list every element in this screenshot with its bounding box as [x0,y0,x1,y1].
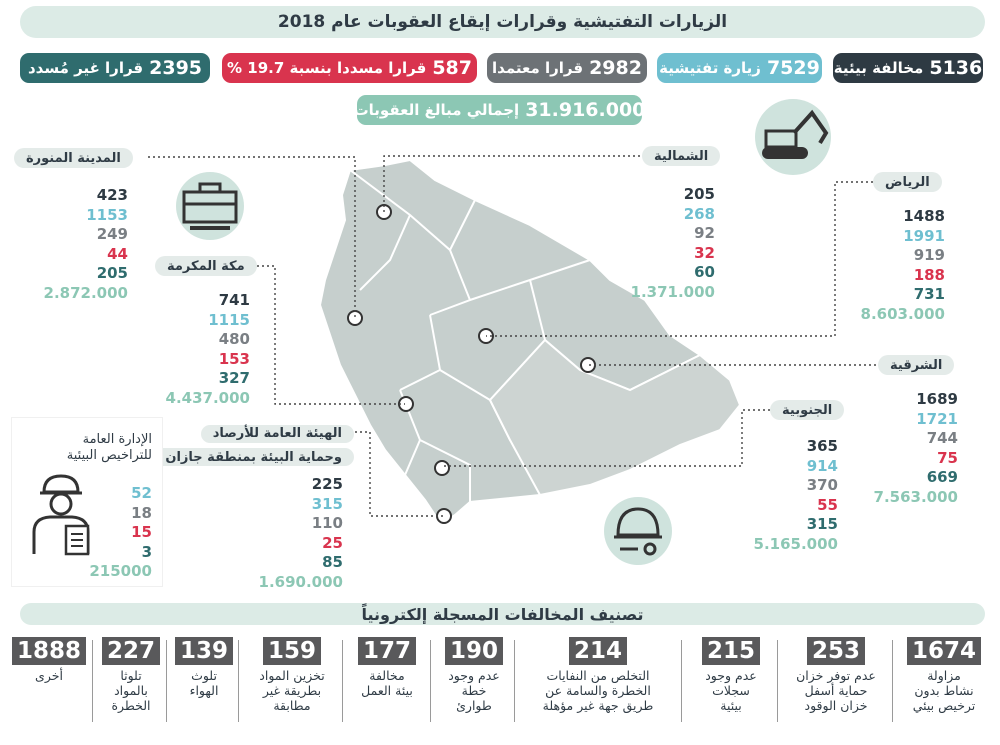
category-9: 227 تلوثا بالمواد الخطرة [98,637,164,713]
page-title: الزيارات التفتيشية وقرارات إيقاع العقوبا… [20,6,985,38]
connector-lines [148,155,893,517]
stats-southern: 365 914 370 55 315 5.165.000 [753,437,838,553]
licenses-panel: الإدارة العامة للتراخيص البيئية 52 18 15 3 … [12,418,162,586]
stats-eastern: 1689 1721 744 75 669 7.563.000 [873,390,958,506]
category-7: 159 تخزين المواد بطريقة غير مطابقة [259,637,325,713]
separator [430,640,431,722]
category-3: 215 عدم وجود سجلات بيئية [688,637,774,713]
separator [681,640,682,722]
category-8: 139 تلوث الهواء [172,637,236,698]
helmet-tools-icon [604,497,672,565]
separator [238,640,239,722]
category-1: 1674 مزاولة نشاط بدون ترخيص بيئي [898,637,990,713]
category-4: 214 التخلص من النفايات الخطرة والسامة عن ط… [542,637,654,713]
stat-visits: 7529 زيارة تفتيشية [657,53,822,83]
stats-riyadh: 1488 1991 919 188 731 8.603.000 [860,207,945,323]
region-label-eastern: الشرقية [878,355,955,375]
marker-southern [434,460,450,476]
stat-approved: 2982 قرارا معتمدا [487,53,647,83]
stat-violations: 5136 مخالفة بيئية [833,53,983,83]
separator [777,640,778,722]
licenses-stats: 52 18 15 3 215000 [89,484,152,580]
separator [892,640,893,722]
region-label-southern: الجنوبية [770,400,845,420]
region-label-madinah: المدينة المنورة [14,148,133,168]
toolbox-icon [176,172,244,240]
region-label-jazan: الهيئة العامة للأرصاد وحماية البيئة بمنط… [153,422,354,466]
licenses-title: الإدارة العامة للتراخيص البيئية [66,432,152,463]
engineer-icon [32,474,90,556]
stat-unpaid: 2395 قرارا غير مُسدد [20,53,210,83]
stats-jazan: 225 315 110 25 85 1.690.000 [258,475,343,591]
category-6: 177 مخالفة بيئة العمل [348,637,426,698]
stats-makkah: 741 1115 480 153 327 4.437.000 [165,291,250,407]
saudi-map [318,158,742,527]
stat-paid: 587 قرارا مسددا بنسبة 19.7 % [222,53,477,83]
region-label-northern: الشمالية [642,146,721,166]
category-5: 190 عدم وجود خطة طوارئ [436,637,512,713]
category-10: 1888 أخرى [8,637,90,683]
region-label-makkah: مكة المكرمة [155,256,257,276]
total-fines: 31.916.000 إجمالي مبالغ العقوبات [354,95,645,125]
stats-northern: 205 268 92 32 60 1.371.000 [630,185,715,301]
separator [92,640,93,722]
excavator-icon [755,99,831,175]
section-title-bar: تصنيف المخالفات المسجلة إلكترونياً [20,603,985,625]
region-label-riyadh: الرياض [873,172,942,192]
separator [514,640,515,722]
southern-region-highlight [488,338,742,497]
stats-madinah: 423 1153 249 44 205 2.872.000 [43,186,128,302]
category-2: 253 عدم توفر خزان حماية أسفل خزان الوقود [796,637,876,713]
separator [342,640,343,722]
separator [166,640,167,722]
